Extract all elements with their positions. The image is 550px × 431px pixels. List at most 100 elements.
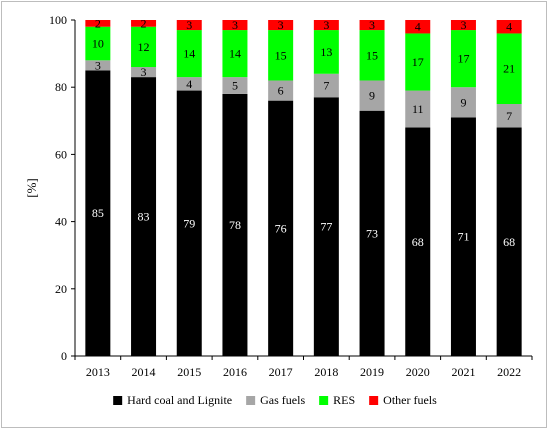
bar-stack-2013: 85 3 10 2 [85, 16, 111, 357]
y-tick-label: 60 [55, 147, 67, 161]
bar-segment [313, 73, 339, 98]
y-axis-label: [%] [24, 178, 39, 198]
bar-segment [268, 100, 294, 356]
legend-item: Other fuels [369, 393, 437, 407]
legend-item: Hard coal and Lignite [113, 393, 232, 407]
legend-swatch [319, 396, 329, 405]
data-label: 13 [320, 45, 332, 59]
data-label: 4 [186, 77, 192, 91]
bar-stack-2016: 78 5 14 3 [222, 18, 248, 357]
x-tick-label: 2021 [451, 365, 475, 379]
data-label: 14 [183, 47, 195, 61]
bars: 8531028331227941437851437661537771337391… [85, 16, 522, 357]
x-tick-label: 2017 [269, 365, 293, 379]
bar-segment [131, 67, 157, 78]
bar-segment [359, 80, 385, 111]
legend-label: Gas fuels [260, 393, 305, 407]
bar-segment [85, 26, 111, 61]
bar-segment [359, 110, 385, 356]
legend-label: RES [333, 393, 355, 407]
data-label: 4 [415, 20, 421, 34]
data-label: 4 [506, 20, 512, 34]
bar-segment [496, 104, 522, 128]
data-label: 21 [503, 62, 515, 76]
data-label: 15 [275, 48, 287, 62]
data-label: 3 [323, 18, 329, 32]
bar-segment [450, 20, 476, 31]
data-label: 77 [320, 220, 332, 234]
bar-stack-2014: 83 3 12 2 [131, 16, 157, 357]
y-tick-label: 100 [49, 13, 67, 27]
bar-segment [131, 77, 157, 357]
bar-segment [131, 20, 157, 27]
bar-segment [176, 20, 202, 31]
bar-segment [496, 20, 522, 34]
data-label: 7 [323, 79, 329, 93]
data-label: 5 [232, 79, 238, 93]
bar-segment [450, 117, 476, 356]
bar-segment [359, 30, 385, 81]
y-tick-label: 20 [55, 282, 67, 296]
data-label: 2 [95, 16, 101, 30]
legend-swatch [369, 396, 379, 405]
bar-segment [359, 20, 385, 31]
x-tick-label: 2019 [360, 365, 384, 379]
legend-swatch [113, 396, 123, 405]
data-label: 6 [278, 84, 284, 98]
data-label: 3 [141, 65, 147, 79]
x-tick-label: 2013 [86, 365, 110, 379]
data-label: 14 [229, 47, 241, 61]
x-tick-label: 2022 [497, 365, 521, 379]
legend-label: Hard coal and Lignite [127, 393, 232, 407]
data-label: 68 [503, 235, 515, 249]
x-tick-label: 2020 [406, 365, 430, 379]
data-label: 3 [278, 18, 284, 32]
bar-stack-2015: 79 4 14 3 [176, 18, 202, 356]
data-label: 3 [95, 58, 101, 72]
data-label: 9 [460, 95, 466, 109]
data-label: 2 [141, 16, 147, 30]
bar-stack-2021: 71 9 17 3 [450, 18, 476, 356]
bar-segment [176, 30, 202, 78]
data-label: 3 [186, 18, 192, 32]
bar-segment [405, 20, 431, 34]
bar-segment [405, 33, 431, 91]
bar-segment [268, 30, 294, 81]
bar-segment [176, 77, 202, 91]
bar-segment [405, 127, 431, 357]
legend-swatch [246, 396, 256, 405]
data-label: 3 [460, 18, 466, 32]
x-tick-label: 2016 [223, 365, 247, 379]
data-label: 79 [183, 216, 195, 230]
bar-stack-2022: 68 7 21 4 [496, 20, 522, 357]
bar-segment [131, 26, 157, 68]
y-tick-label: 0 [61, 349, 67, 363]
bar-segment [222, 20, 248, 31]
bar-segment [450, 30, 476, 88]
bar-segment [85, 20, 111, 27]
bar-segment [313, 97, 339, 356]
legend: Hard coal and Lignite Gas fuels RES Other f… [113, 393, 437, 407]
bar-stack-2017: 76 6 15 3 [268, 18, 294, 356]
data-label: 73 [366, 226, 378, 240]
data-label: 68 [412, 235, 424, 249]
bar-stack-2019: 73 9 15 3 [359, 18, 385, 356]
bar-segment [313, 30, 339, 74]
data-label: 17 [412, 55, 424, 69]
data-label: 17 [457, 52, 469, 66]
bar-segment [405, 90, 431, 128]
data-label: 3 [232, 18, 238, 32]
data-label: 83 [138, 210, 150, 224]
data-label: 78 [229, 218, 241, 232]
y-tick-label: 40 [55, 215, 67, 229]
legend-item: RES [319, 393, 355, 407]
legend-item: Gas fuels [246, 393, 305, 407]
data-label: 12 [138, 40, 150, 54]
bar-segment [496, 127, 522, 357]
x-tick-label: 2015 [177, 365, 201, 379]
bar-segment [268, 80, 294, 101]
y-tick-label: 80 [55, 80, 67, 94]
tick-labels: 0 20 40 60 80 100 2013 2014 2015 2016 2017 2018 2019… [49, 13, 521, 379]
